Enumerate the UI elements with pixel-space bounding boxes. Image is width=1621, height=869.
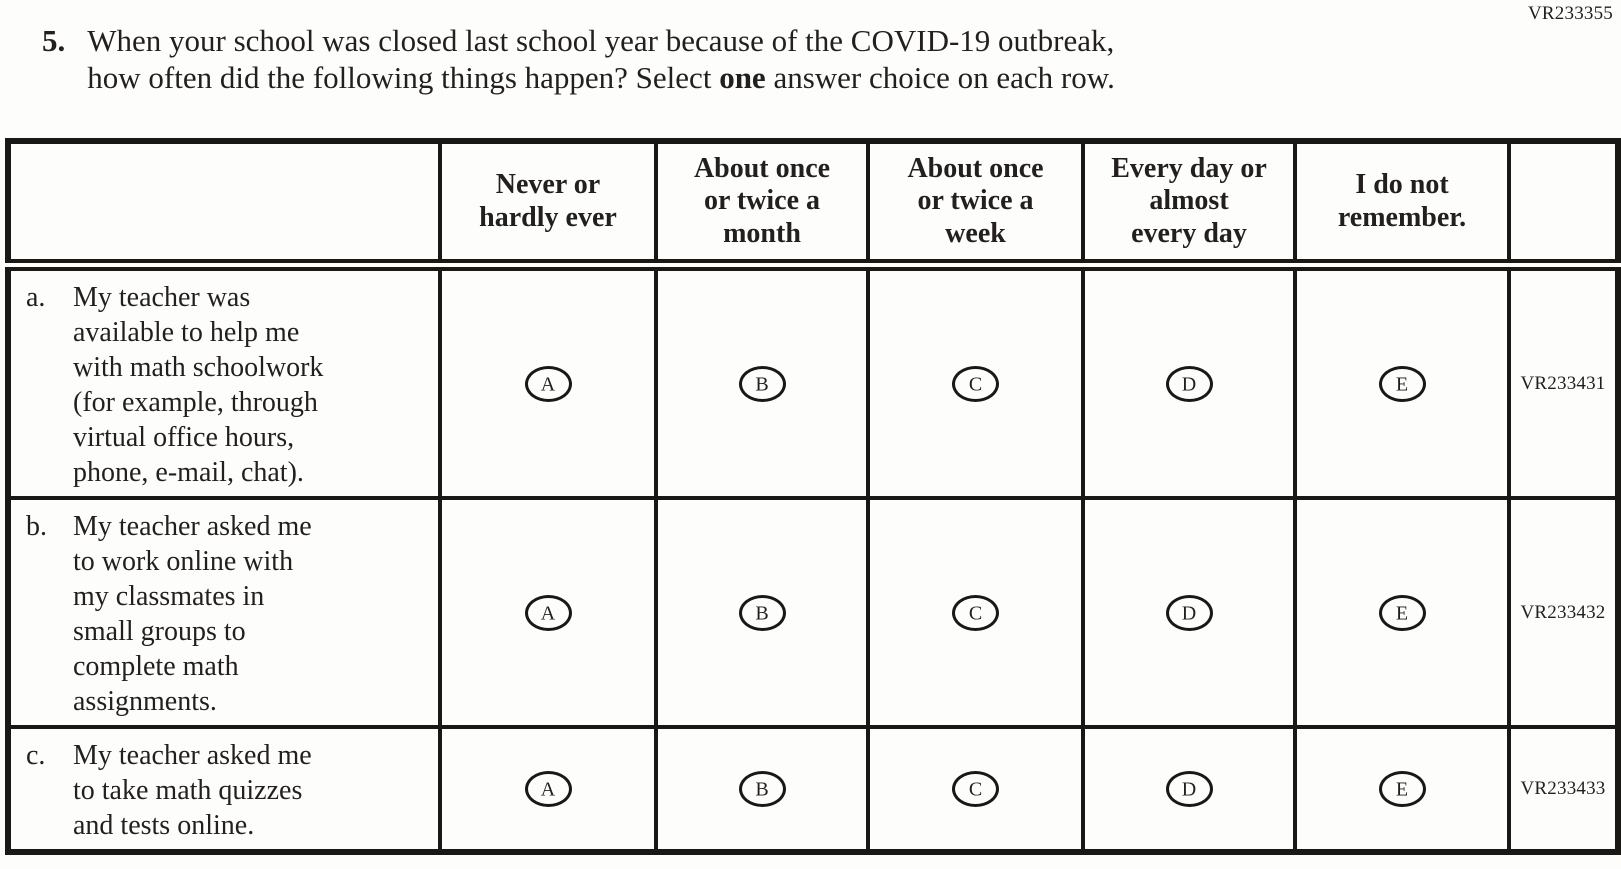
question-text: When your school was closed last school … bbox=[87, 22, 1115, 96]
answer-bubble-e[interactable]: E bbox=[1378, 365, 1426, 402]
answer-bubble-d[interactable]: D bbox=[1165, 594, 1213, 631]
statement-cell: c. My teacher asked me to take math quiz… bbox=[6, 725, 442, 854]
choice-cell: A bbox=[438, 725, 658, 854]
choice-cell: C bbox=[866, 263, 1085, 500]
answer-bubble-d[interactable]: D bbox=[1165, 365, 1213, 402]
choice-cell: B bbox=[654, 263, 870, 500]
question-number: 5. bbox=[42, 23, 66, 58]
table-row-a: a. My teacher was available to help me w… bbox=[6, 263, 1620, 500]
question-block: 5. When your school was closed last scho… bbox=[42, 22, 1115, 96]
answer-bubble-b[interactable]: B bbox=[738, 594, 786, 631]
table-row-b: b. My teacher asked me to work online wi… bbox=[6, 496, 1620, 729]
row-statement: My teacher was available to help me with… bbox=[73, 282, 324, 488]
table-row-c: c. My teacher asked me to take math quiz… bbox=[6, 725, 1620, 854]
choice-cell: B bbox=[654, 496, 870, 729]
row-code: VR233433 bbox=[1507, 725, 1620, 854]
row-statement: My teacher asked me to take math quizzes… bbox=[73, 740, 312, 841]
header-code-empty bbox=[1507, 139, 1620, 271]
choice-cell: A bbox=[438, 263, 658, 500]
choice-cell: A bbox=[438, 496, 658, 729]
header-do-not-remember: I do not remember. bbox=[1293, 139, 1511, 271]
question-line-2: how often did the following things happe… bbox=[87, 60, 1115, 95]
choice-cell: D bbox=[1081, 496, 1297, 729]
row-letter: c. bbox=[26, 740, 46, 771]
answer-bubble-e[interactable]: E bbox=[1378, 594, 1426, 631]
answer-bubble-e[interactable]: E bbox=[1378, 771, 1426, 807]
answer-bubble-b[interactable]: B bbox=[738, 365, 786, 402]
header-never-hardly-ever: Never or hardly ever bbox=[438, 139, 658, 271]
choice-cell: B bbox=[654, 725, 870, 854]
question-line-1: When your school was closed last school … bbox=[87, 23, 1115, 58]
answer-bubble-a[interactable]: A bbox=[524, 594, 572, 631]
answer-bubble-c[interactable]: C bbox=[952, 594, 999, 631]
choice-cell: C bbox=[866, 725, 1085, 854]
emphasis-one: one bbox=[719, 60, 766, 95]
header-every-day: Every day or almost every day bbox=[1081, 139, 1297, 271]
row-statement: My teacher asked me to work online with … bbox=[73, 511, 312, 717]
statement-cell: b. My teacher asked me to work online wi… bbox=[6, 496, 442, 729]
row-letter: b. bbox=[26, 511, 47, 542]
answer-bubble-d[interactable]: D bbox=[1165, 771, 1213, 807]
form-code: VR233355 bbox=[1528, 3, 1613, 24]
answer-bubble-a[interactable]: A bbox=[524, 771, 572, 807]
choice-cell: E bbox=[1293, 725, 1511, 854]
answer-bubble-b[interactable]: B bbox=[738, 771, 786, 807]
choice-cell: E bbox=[1293, 263, 1511, 500]
answer-bubble-c[interactable]: C bbox=[952, 365, 999, 402]
row-letter: a. bbox=[26, 282, 46, 313]
choice-cell: C bbox=[866, 496, 1085, 729]
header-once-twice-week: About once or twice a week bbox=[866, 139, 1085, 271]
header-once-twice-month: About once or twice a month bbox=[654, 139, 870, 271]
statement-cell: a. My teacher was available to help me w… bbox=[6, 263, 442, 500]
choice-cell: E bbox=[1293, 496, 1511, 729]
row-code: VR233431 bbox=[1507, 263, 1620, 500]
row-code: VR233432 bbox=[1507, 496, 1620, 729]
response-grid: Never or hardly ever About once or twice… bbox=[5, 138, 1621, 855]
choice-cell: D bbox=[1081, 725, 1297, 854]
header-row: Never or hardly ever About once or twice… bbox=[6, 139, 1620, 271]
choice-cell: D bbox=[1081, 263, 1297, 500]
header-statement-empty bbox=[6, 139, 442, 271]
answer-bubble-c[interactable]: C bbox=[952, 771, 999, 807]
answer-bubble-a[interactable]: A bbox=[524, 365, 572, 402]
